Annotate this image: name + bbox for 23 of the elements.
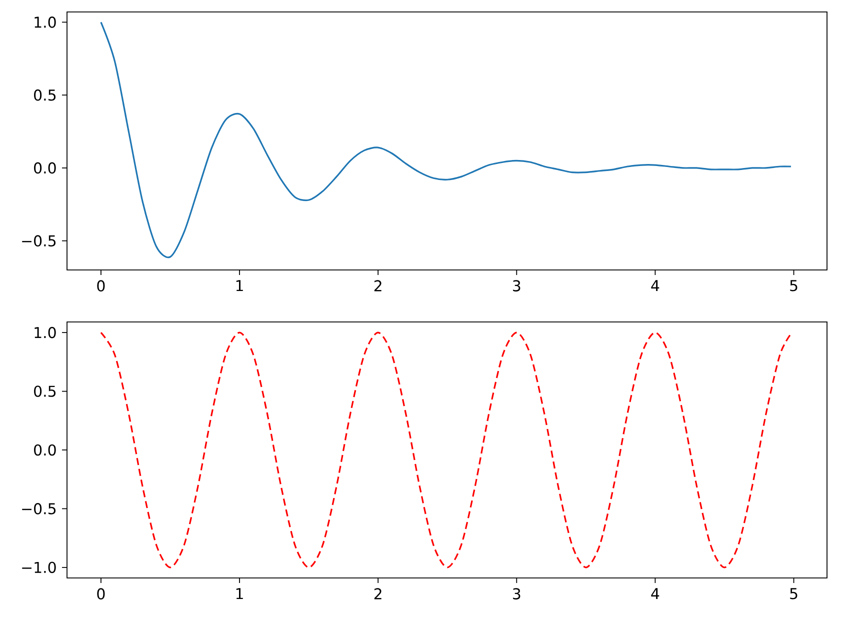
x-tick-label: 4 xyxy=(651,588,660,600)
x-tick-label: 3 xyxy=(513,280,520,292)
x-tick-label: 1 xyxy=(236,588,243,600)
y-tick-label: −1.0 xyxy=(22,562,56,574)
x-tick-label: 2 xyxy=(374,280,382,292)
x-tick-label: 3 xyxy=(513,588,520,600)
y-tick-label: 1.0 xyxy=(34,326,56,338)
line-series xyxy=(100,332,792,568)
x-tick-label: 1 xyxy=(236,280,243,292)
x-tick-label: 0 xyxy=(97,588,105,600)
y-tick-label: 0.0 xyxy=(34,444,56,456)
y-tick-label: 0.5 xyxy=(34,386,56,397)
y-tick-label: 0.0 xyxy=(34,162,56,174)
y-tick-label: −0.5 xyxy=(22,235,56,246)
x-tick-label: 0 xyxy=(97,280,105,292)
y-tick-label: 1.0 xyxy=(34,16,56,28)
y-tick-label: 0.5 xyxy=(34,89,56,101)
x-tick-label: 2 xyxy=(374,588,382,600)
x-tick-label: 4 xyxy=(651,280,660,292)
y-tick-label: −0.5 xyxy=(22,503,56,514)
x-tick-label: 5 xyxy=(790,280,798,292)
line-series xyxy=(100,21,792,258)
x-tick-label: 5 xyxy=(790,588,798,600)
